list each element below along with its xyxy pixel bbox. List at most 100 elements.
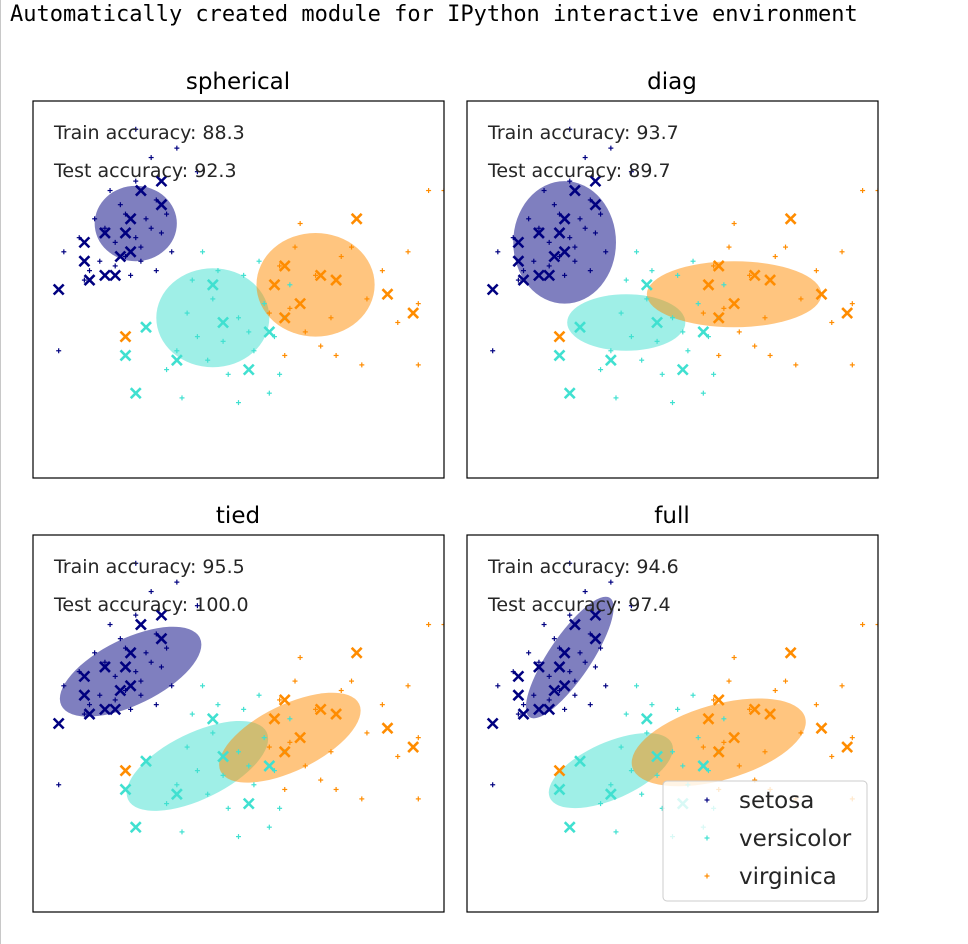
train-point-virginica xyxy=(302,329,308,335)
train-point-virginica xyxy=(711,263,717,269)
test-point-setosa xyxy=(124,245,137,258)
train-point-setosa xyxy=(194,169,200,175)
train-point-setosa xyxy=(541,188,547,194)
train-point-setosa xyxy=(577,216,583,222)
train-accuracy-label: Train accuracy: 93.7 xyxy=(487,122,679,144)
test-point-virginica xyxy=(268,278,281,291)
train-point-setosa xyxy=(164,645,170,651)
train-point-versicolor xyxy=(256,258,262,264)
train-point-setosa xyxy=(577,650,583,656)
train-point-virginica xyxy=(783,678,789,684)
train-point-virginica xyxy=(338,254,344,260)
train-point-versicolor xyxy=(675,272,681,278)
train-point-setosa xyxy=(572,244,578,250)
train-point-setosa xyxy=(174,579,180,585)
test-point-setosa xyxy=(589,175,602,188)
test-point-virginica xyxy=(350,646,363,659)
train-point-virginica xyxy=(860,188,866,194)
train-point-setosa xyxy=(112,697,118,703)
panel-spherical: spherical Train accuracy: 88.3 Test accu… xyxy=(32,69,445,479)
train-point-setosa xyxy=(608,579,614,585)
plot-area xyxy=(486,560,878,840)
train-point-setosa xyxy=(117,202,123,208)
panel-diag: diag Train accuracy: 93.7 Test accuracy:… xyxy=(466,69,879,479)
train-point-virginica xyxy=(415,301,421,307)
train-point-versicolor xyxy=(220,338,226,344)
test-point-versicolor xyxy=(651,750,664,763)
train-point-versicolor xyxy=(184,310,190,316)
test-point-setosa xyxy=(558,679,571,692)
train-point-setosa xyxy=(133,126,139,132)
train-point-versicolor xyxy=(261,301,267,307)
gaussian-ellipse-virginica xyxy=(631,698,806,787)
train-point-versicolor xyxy=(277,805,283,811)
train-point-setosa xyxy=(572,258,578,264)
train-point-setosa xyxy=(582,589,588,595)
train-point-setosa xyxy=(133,178,139,184)
train-point-versicolor xyxy=(164,367,170,373)
panel-title: diag xyxy=(647,69,697,95)
legend-label-setosa: setosa xyxy=(739,788,814,814)
train-point-setosa xyxy=(138,678,144,684)
test-point-versicolor xyxy=(697,325,710,338)
train-point-versicolor xyxy=(241,706,247,712)
train-point-setosa xyxy=(128,272,134,278)
test-point-setosa xyxy=(99,703,111,716)
train-point-versicolor xyxy=(608,348,614,354)
train-point-setosa xyxy=(128,706,134,712)
test-point-setosa xyxy=(114,684,127,697)
test-point-setosa xyxy=(548,684,561,697)
test-point-setosa xyxy=(486,283,499,296)
test-point-versicolor xyxy=(217,750,230,763)
test-point-setosa xyxy=(553,227,566,239)
train-point-virginica xyxy=(287,739,293,745)
test-point-versicolor xyxy=(676,363,689,376)
train-point-versicolor xyxy=(695,301,701,307)
train-point-virginica xyxy=(415,796,421,802)
test-point-setosa xyxy=(99,661,111,673)
legend-marker-setosa xyxy=(704,797,710,803)
train-point-virginica xyxy=(783,244,789,250)
train-point-versicolor xyxy=(287,282,293,288)
train-point-versicolor xyxy=(256,692,262,698)
test-point-virginica xyxy=(314,703,327,716)
train-point-setosa xyxy=(567,669,573,675)
test-point-virginica xyxy=(381,288,394,301)
train-point-virginica xyxy=(318,343,324,349)
train-point-versicolor xyxy=(261,735,267,741)
train-point-setosa xyxy=(138,692,144,698)
test-point-virginica xyxy=(350,212,363,225)
train-point-versicolor xyxy=(618,310,624,316)
plot-area xyxy=(52,560,444,840)
train-point-setosa xyxy=(87,702,93,708)
train-point-setosa xyxy=(97,258,103,264)
train-point-virginica xyxy=(875,622,878,628)
train-point-setosa xyxy=(567,235,573,241)
train-point-versicolor xyxy=(628,768,634,774)
test-point-virginica xyxy=(553,330,566,343)
output-header-text: Automatically created module for IPython… xyxy=(10,2,858,27)
train-point-virginica xyxy=(860,622,866,628)
test-point-virginica xyxy=(278,694,291,706)
train-point-virginica xyxy=(277,697,283,703)
test-point-versicolor xyxy=(119,783,132,796)
train-point-setosa xyxy=(158,664,164,670)
test-point-setosa xyxy=(124,679,137,692)
test-point-virginica xyxy=(381,722,394,735)
train-point-versicolor xyxy=(200,683,206,689)
train-point-versicolor xyxy=(670,749,675,755)
train-point-setosa xyxy=(546,673,552,679)
train-point-virginica xyxy=(313,272,319,278)
test-point-versicolor xyxy=(574,755,586,768)
train-point-virginica xyxy=(302,763,308,769)
train-point-setosa xyxy=(562,706,568,712)
train-point-versicolor xyxy=(690,692,696,698)
test-point-setosa xyxy=(533,269,545,282)
train-point-setosa xyxy=(628,603,634,609)
test-point-versicolor xyxy=(140,321,152,334)
test-point-setosa xyxy=(155,175,168,188)
train-point-versicolor xyxy=(711,371,717,377)
train-point-setosa xyxy=(133,612,139,618)
train-point-versicolor xyxy=(639,357,645,363)
train-point-setosa xyxy=(143,216,149,222)
